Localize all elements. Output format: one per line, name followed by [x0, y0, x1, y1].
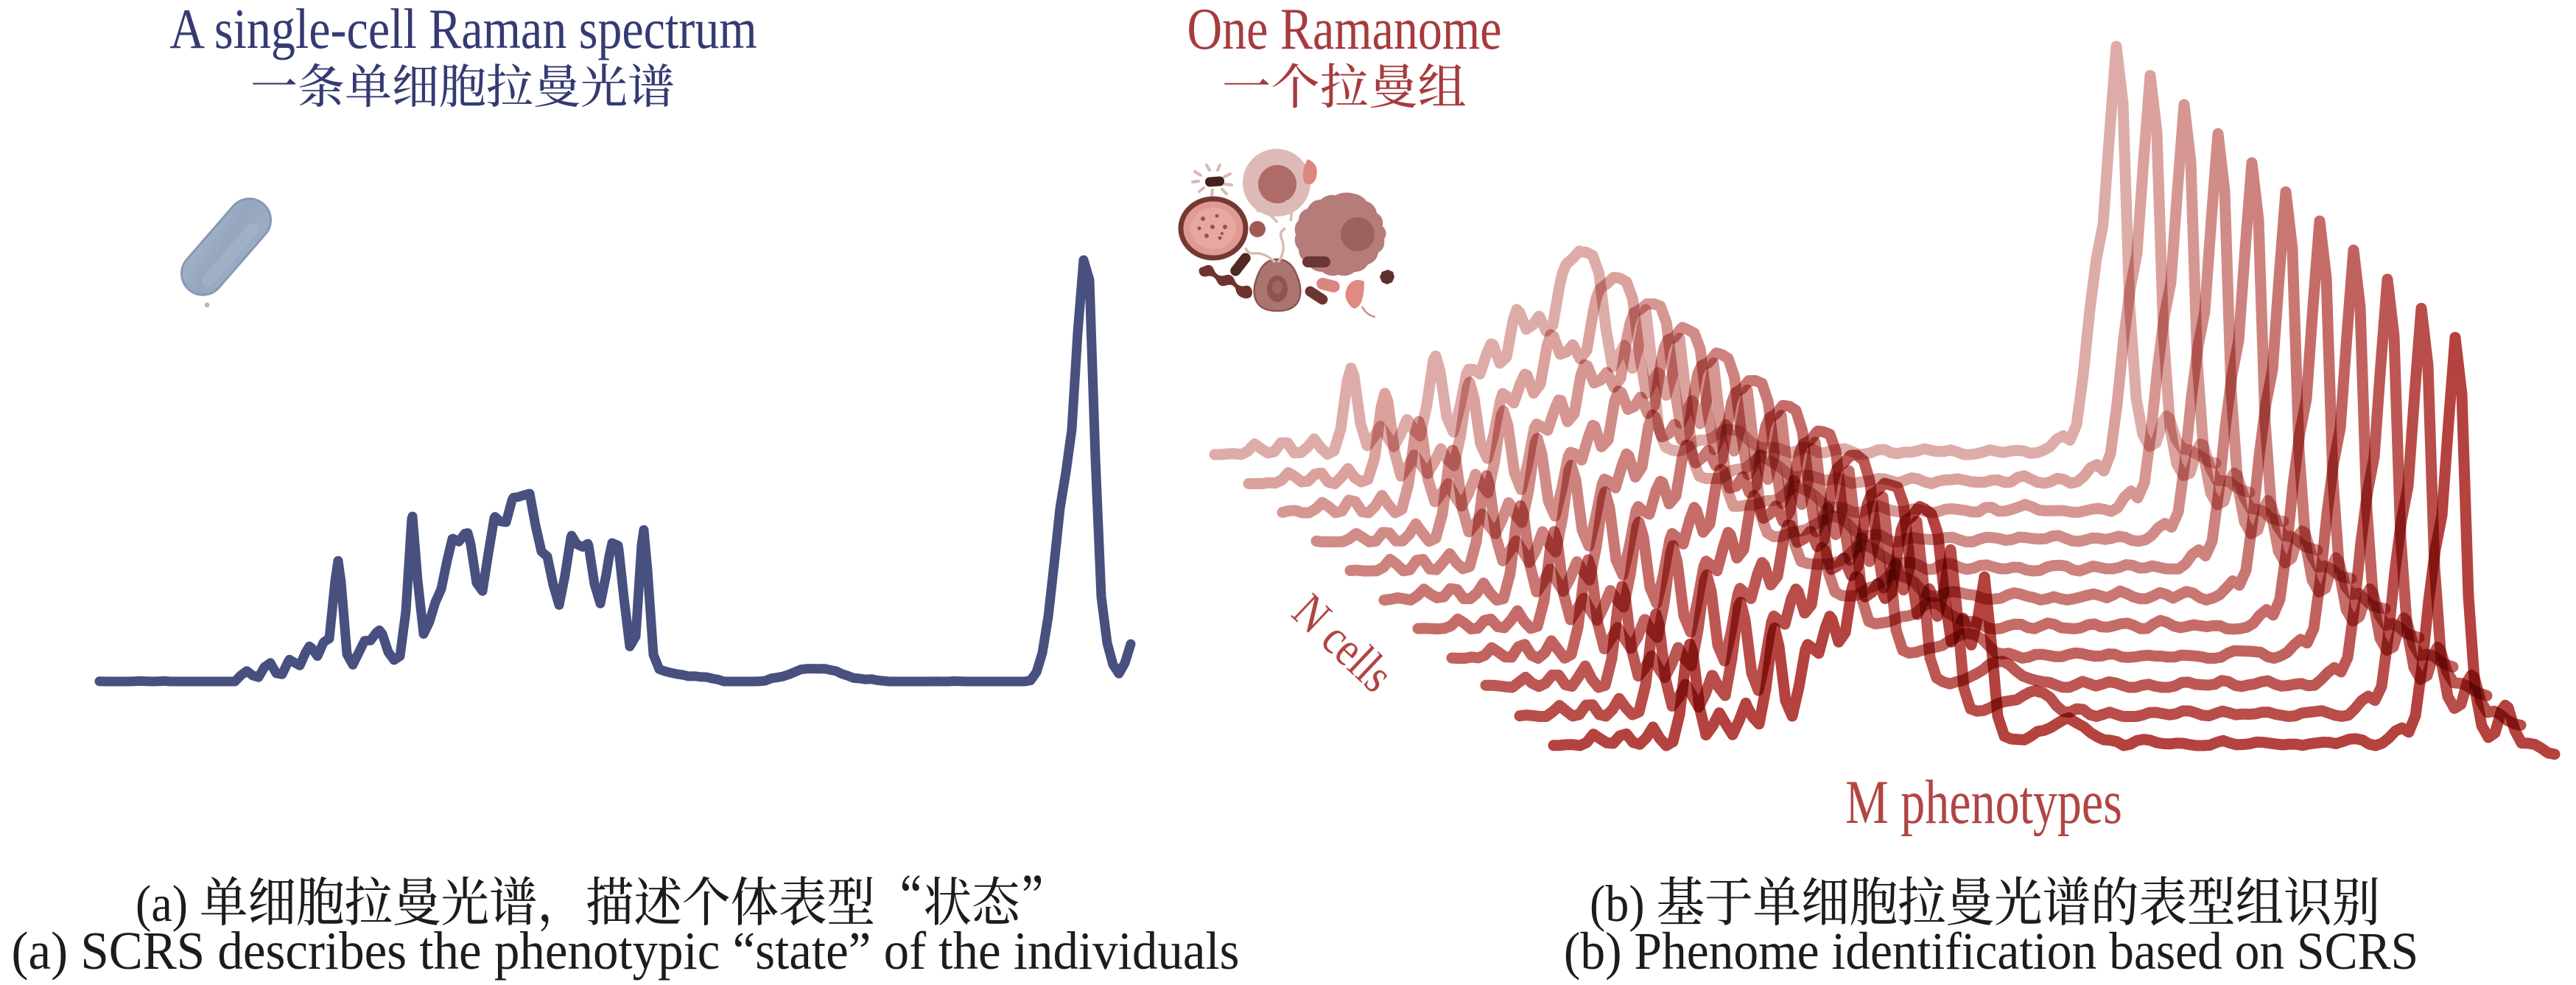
svg-text:(a) SCRS describes the phenoty: (a) SCRS describes the phenotypic “state…: [12, 922, 1240, 981]
svg-text:A single-cell Raman spectrum: A single-cell Raman spectrum: [169, 0, 757, 60]
svg-text:One Ramanome: One Ramanome: [1187, 0, 1502, 61]
svg-text:M phenotypes: M phenotypes: [1845, 768, 2122, 837]
svg-text:(b) Phenome identification bas: (b) Phenome identification based on SCRS: [1564, 922, 2418, 981]
